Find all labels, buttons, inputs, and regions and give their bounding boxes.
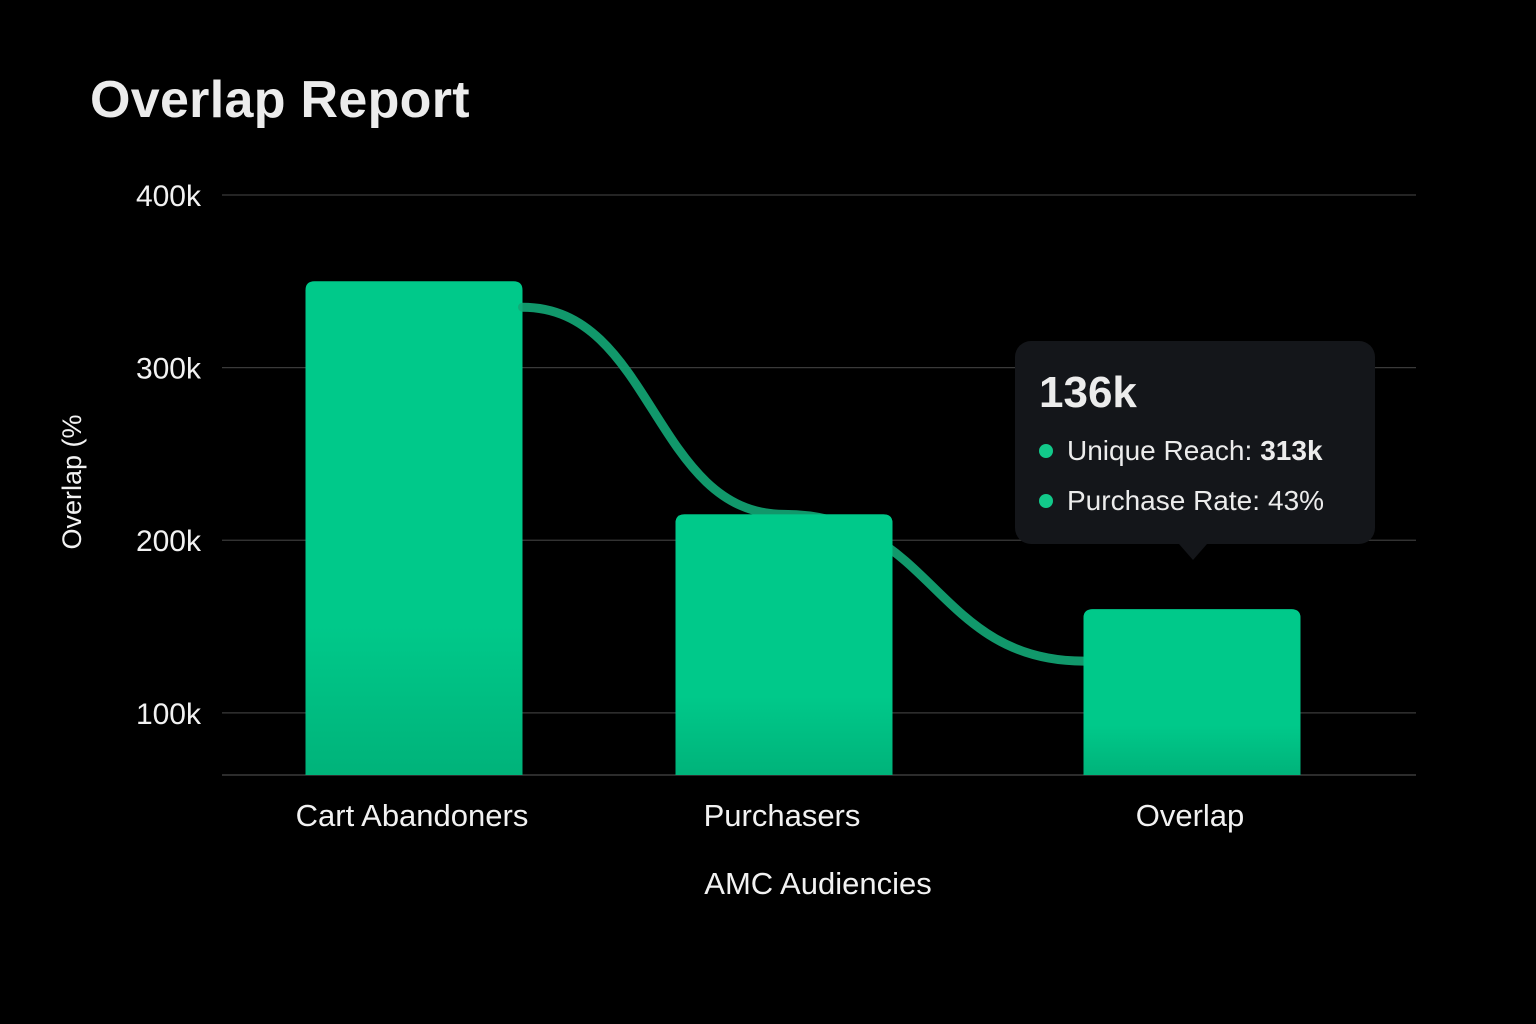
y-axis-title: Overlap (% xyxy=(57,414,87,549)
y-tick-label: 300k xyxy=(136,353,202,386)
tooltip-row-value: 313k xyxy=(1260,435,1323,466)
x-tick-label: Purchasers xyxy=(704,798,861,833)
tooltip-row-purchase-rate: Purchase Rate: 43% xyxy=(1039,483,1351,519)
tooltip-value: 136k xyxy=(1039,368,1137,417)
tooltip-row-value: 43% xyxy=(1268,485,1325,516)
x-axis-categories: Cart Abandoners Purchasers Overlap xyxy=(296,798,1245,833)
tooltip-row-label: Unique Reach: xyxy=(1067,435,1253,466)
y-tick-label: 200k xyxy=(136,525,202,558)
tooltip-row-label: Purchase Rate: xyxy=(1067,485,1260,516)
trend-line-layer xyxy=(518,302,1301,775)
bar-front xyxy=(1083,609,1301,775)
tooltip-row-unique-reach: Unique Reach: 313k xyxy=(1039,433,1351,469)
legend-dot-icon xyxy=(1039,444,1053,458)
x-tick-label: Overlap xyxy=(1136,798,1245,833)
bar-front xyxy=(675,514,893,775)
y-axis-ticks: 100k 200k 300k 400k xyxy=(136,180,202,731)
y-tick-label: 400k xyxy=(136,180,202,213)
x-axis-title: AMC Audiencies xyxy=(704,866,931,901)
x-tick-label: Cart Abandoners xyxy=(296,798,529,833)
trend-line xyxy=(518,302,1088,666)
page-title: Overlap Report xyxy=(90,71,470,129)
legend-dot-icon xyxy=(1039,494,1053,508)
y-tick-label: 100k xyxy=(136,698,202,731)
data-tooltip: 136k Unique Reach: 313k Purchase Rate: 4… xyxy=(1015,341,1375,560)
bar xyxy=(305,281,523,775)
